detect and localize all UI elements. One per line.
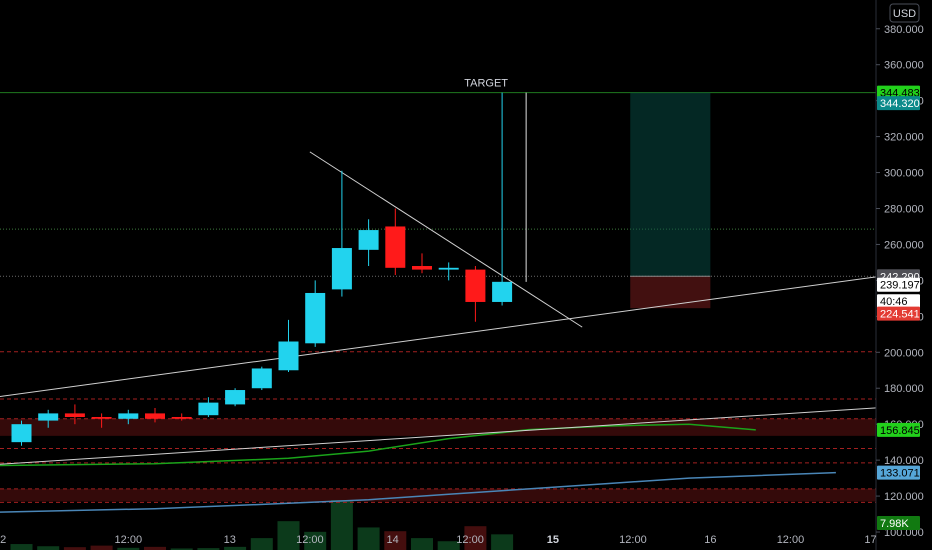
x-tick-label: 12: [0, 534, 6, 546]
candle-body: [225, 390, 246, 405]
position-stop-zone[interactable]: [630, 276, 711, 309]
candle-body: [118, 413, 139, 419]
y-tick-label: 120.000: [884, 491, 924, 503]
price-tag-label: 239.197: [880, 280, 920, 292]
x-tick-label: 12:00: [619, 534, 647, 546]
candle-body: [465, 269, 486, 302]
volume-bar: [117, 547, 140, 550]
x-tick-label: 17: [864, 534, 876, 546]
price-tags-layer: 344.483344.320242.290239.19740:46224.541…: [877, 85, 920, 531]
price-tag-label: 7.98K: [880, 518, 909, 530]
volume-bar: [250, 538, 273, 550]
volume-bar: [90, 545, 113, 550]
trendline[interactable]: [0, 404, 916, 465]
x-tick-label: 15: [547, 534, 559, 546]
currency-button[interactable]: USD: [889, 3, 920, 23]
candle-body: [438, 267, 459, 270]
currency-label: USD: [893, 8, 916, 20]
y-tick-label: 200.000: [884, 347, 924, 359]
candle-body: [11, 424, 32, 443]
volume-bar: [357, 527, 380, 550]
volume-bar: [63, 547, 86, 550]
y-tick-label: 260.000: [884, 239, 924, 251]
price-tag-label: 344.320: [880, 98, 920, 110]
volume-bar: [330, 500, 353, 550]
moving-average-line: [0, 471, 836, 513]
volume-bar: [197, 548, 220, 550]
price-tag-bg: [877, 294, 920, 309]
price-tag-bg: [877, 516, 920, 531]
time-axis-ticks: 12 12:00 13 12:00 14 12:00 15 12:00 16 12:00 17: [0, 534, 877, 546]
volume-bar: [491, 534, 514, 550]
target-label: TARGET: [464, 78, 508, 90]
volume-bar: [304, 531, 327, 550]
candle-body: [278, 341, 299, 371]
candle-body: [385, 226, 406, 268]
trendline[interactable]: [309, 151, 583, 328]
candle-body: [38, 413, 59, 421]
volume-bar: [224, 546, 247, 550]
candle-body: [358, 230, 379, 250]
price-tag-label: 224.541: [880, 309, 920, 321]
price-tag-label: 40:46: [880, 296, 908, 308]
price-tag-bg: [877, 306, 920, 321]
y-tick-label: 380.000: [884, 24, 924, 36]
y-tick-label: 360.000: [884, 60, 924, 72]
price-tag-bg: [877, 465, 920, 480]
candle-body: [492, 281, 513, 302]
volume-bar: [170, 548, 193, 550]
y-tick-label: 300.000: [884, 168, 924, 180]
price-tag-bg: [877, 96, 920, 111]
price-tag-label: 156.845: [880, 425, 920, 437]
volume-bar: [411, 538, 433, 550]
candle-body: [412, 266, 432, 270]
y-tick-label: 280.000: [884, 203, 924, 215]
price-tag-bg: [877, 85, 920, 100]
candle-body: [171, 416, 192, 419]
volume-bar: [144, 546, 166, 550]
candles-layer: [11, 92, 513, 446]
position-box-layer[interactable]: [630, 92, 711, 309]
volume-bar: [277, 521, 300, 550]
volume-bar: [384, 531, 407, 550]
annotation-layer: TARGET: [464, 78, 527, 282]
resistance-zone: [0, 418, 876, 436]
y-tick-label: 140.000: [884, 455, 924, 467]
volume-bar: [10, 544, 33, 550]
x-tick-label: 12:00: [296, 534, 324, 546]
x-tick-label: 12:00: [115, 534, 143, 546]
x-tick-label: 12:00: [777, 534, 805, 546]
price-tag-label: 133.071: [880, 468, 920, 480]
price-tag-bg: [877, 422, 920, 437]
horizontal-lines-layer: [0, 92, 876, 503]
x-tick-label: 14: [387, 534, 399, 546]
volume-bar: [37, 546, 60, 550]
x-tick-label: 13: [224, 534, 236, 546]
moving-average-line: [0, 423, 756, 467]
position-profit-zone[interactable]: [630, 92, 711, 277]
candle-body: [145, 413, 165, 419]
candle-body: [331, 248, 352, 290]
volume-bar: [437, 541, 460, 550]
candle-body: [91, 416, 112, 419]
volume-bar: [464, 526, 487, 550]
price-tag-bg: [877, 277, 920, 292]
candle-body: [198, 402, 219, 416]
x-tick-label: 12:00: [456, 534, 484, 546]
trendlines-layer[interactable]: [0, 151, 917, 465]
x-tick-label: 16: [704, 534, 716, 546]
y-tick-label: 320.000: [884, 132, 924, 144]
candle-body: [305, 292, 326, 344]
candle-body: [251, 368, 272, 389]
moving-averages-layer: [0, 423, 836, 513]
candle-body: [64, 413, 85, 417]
volume-layer: [10, 500, 514, 550]
y-tick-label: 180.000: [884, 383, 924, 395]
trendline[interactable]: [0, 270, 917, 398]
